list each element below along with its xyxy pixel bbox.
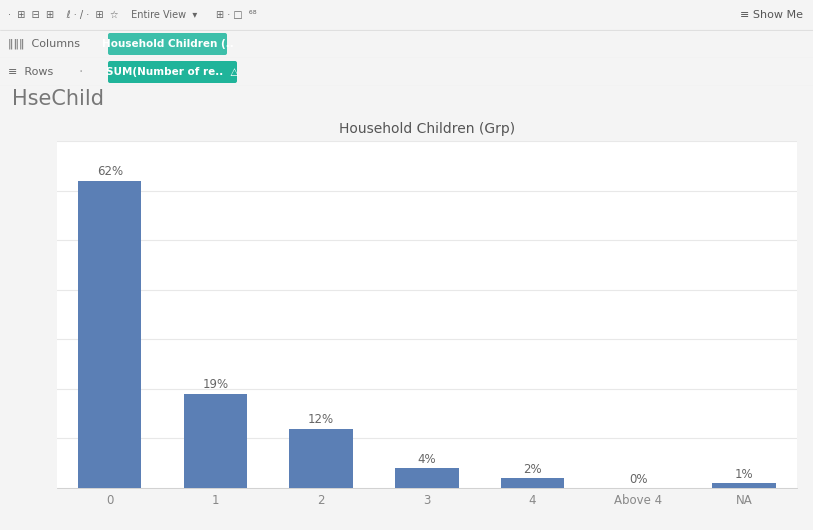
Text: 2%: 2% [524,463,541,475]
Text: 12%: 12% [308,413,334,426]
Text: 1%: 1% [735,467,753,481]
Text: Household Children (..: Household Children (.. [102,39,233,49]
Text: HseChild: HseChild [12,89,104,109]
Bar [289,429,353,488]
Text: ·: · [78,65,82,79]
FancyBboxPatch shape [108,61,237,83]
Bar [501,478,564,488]
Bar [184,394,247,488]
Bar [78,181,141,488]
Text: 4%: 4% [418,453,436,466]
Text: ‖‖‖  Columns: ‖‖‖ Columns [8,39,80,49]
Bar [395,468,459,488]
Text: SUM(Number of re..  △: SUM(Number of re.. △ [107,67,239,77]
FancyBboxPatch shape [108,33,227,55]
Title: Household Children (Grp): Household Children (Grp) [339,122,515,136]
Text: ·  ⊞  ⊟  ⊞    ℓ · / ·  ⊞  ☆    Entire View  ▾      ⊞ · □  ⁶⁸: · ⊞ ⊟ ⊞ ℓ · / · ⊞ ☆ Entire View ▾ ⊞ · □ … [8,10,257,20]
Bar [712,483,776,488]
Text: 0%: 0% [629,473,647,485]
Text: 62%: 62% [97,165,123,178]
Text: ≡  Rows: ≡ Rows [8,67,53,77]
Text: 19%: 19% [202,378,228,391]
Text: ≡ Show Me: ≡ Show Me [740,10,803,20]
